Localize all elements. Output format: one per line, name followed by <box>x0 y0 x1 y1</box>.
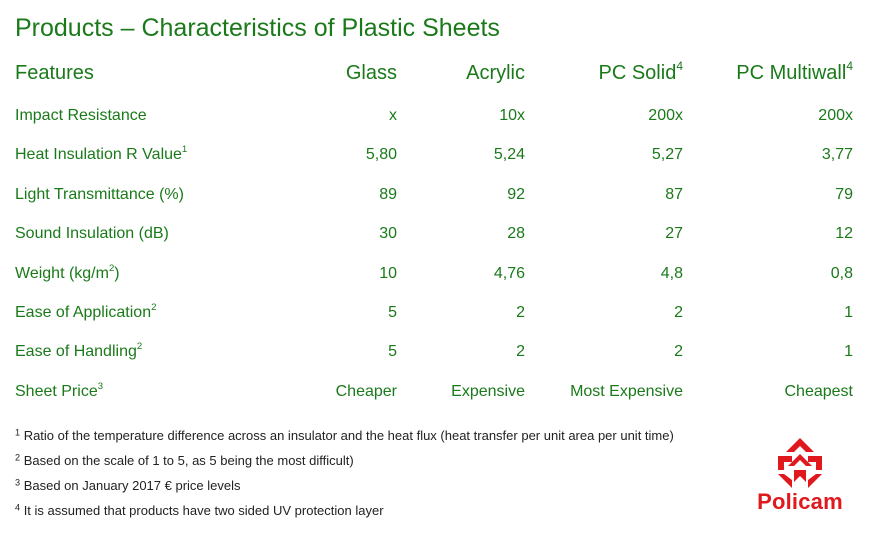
cell-application-glass: 5 <box>388 304 397 321</box>
footnote-4: 4 It is assumed that products have two s… <box>15 503 384 518</box>
header-pc-solid-label: PC Solid <box>598 62 677 84</box>
cell-price-acrylic: Expensive <box>451 383 525 400</box>
header-features-label: Features <box>15 62 94 84</box>
row-label-text: Heat Insulation R Value <box>15 146 182 163</box>
footnote-3: 3 Based on January 2017 € price levels <box>15 478 241 493</box>
footnote-1: 1 Ratio of the temperature difference ac… <box>15 428 674 443</box>
cell-heat-glass: 5,80 <box>365 146 397 163</box>
footnote-4-number: 4 <box>15 502 21 513</box>
cell-heat-pc-multiwall: 3,77 <box>821 146 853 163</box>
header-glass-label: Glass <box>345 62 397 84</box>
policam-logo-mark-icon <box>778 438 822 488</box>
cell-weight-pc-solid: 4,8 <box>660 265 683 282</box>
cell-handling-pc-solid: 2 <box>674 343 683 360</box>
header-acrylic: Acrylic <box>466 62 525 85</box>
header-features: Features <box>15 62 94 85</box>
header-pc-multiwall-sup: 4 <box>846 59 853 73</box>
cell-price-glass: Cheaper <box>335 383 397 400</box>
cell-application-acrylic: 2 <box>516 304 525 321</box>
cell-price-pc-multiwall: Cheapest <box>784 383 854 400</box>
cell-impact-pc-multiwall: 200x <box>818 107 853 124</box>
row-label-text: Weight (kg/m <box>15 265 109 282</box>
cell-heat-acrylic: 5,24 <box>493 146 525 163</box>
header-acrylic-label: Acrylic <box>466 62 525 84</box>
row-label-sup: 2 <box>136 340 143 352</box>
cell-sound-pc-multiwall: 12 <box>835 225 853 242</box>
cell-light-pc-multiwall: 79 <box>835 186 853 203</box>
cell-light-acrylic: 92 <box>507 186 525 203</box>
cell-weight-glass: 10 <box>379 265 397 282</box>
cell-light-glass: 89 <box>379 186 397 203</box>
row-label-text: Impact Resistance <box>15 107 147 124</box>
cell-impact-pc-solid: 200x <box>648 107 683 124</box>
row-label-sup: 3 <box>97 380 104 392</box>
row-label-text: Ease of Handling <box>15 343 137 360</box>
header-pc-solid: PC Solid4 <box>598 59 684 85</box>
policam-logo-text: Policam <box>757 489 843 514</box>
cell-handling-pc-multiwall: 1 <box>844 343 853 360</box>
footnote-2: 2 Based on the scale of 1 to 5, as 5 bei… <box>15 453 354 468</box>
row-label-ease-of-handling: Ease of Handling2 <box>15 340 143 361</box>
cell-impact-acrylic: 10x <box>499 107 525 124</box>
cell-heat-pc-solid: 5,27 <box>651 146 683 163</box>
row-label-text: Ease of Application <box>15 304 152 321</box>
cell-sound-pc-solid: 27 <box>665 225 683 242</box>
row-label-text: Light Transmittance (%) <box>15 186 184 203</box>
row-label-text: Sound Insulation (dB) <box>15 225 169 242</box>
policam-logo: Policam <box>744 436 856 518</box>
cell-handling-acrylic: 2 <box>516 343 525 360</box>
cell-application-pc-solid: 2 <box>674 304 683 321</box>
cell-weight-acrylic: 4,76 <box>493 265 525 282</box>
page-title: Products – Characteristics of Plastic Sh… <box>15 14 500 42</box>
cell-sound-glass: 30 <box>379 225 397 242</box>
footnote-3-number: 3 <box>15 477 21 488</box>
cell-price-pc-solid: Most Expensive <box>570 383 683 400</box>
row-label-sup: 2 <box>108 262 115 274</box>
row-label-sup: 2 <box>151 301 157 313</box>
row-label-impact-resistance: Impact Resistance <box>15 107 147 125</box>
row-label-ease-of-application: Ease of Application2 <box>15 301 157 322</box>
row-label-weight: Weight (kg/m2) <box>15 262 120 283</box>
header-pc-solid-sup: 4 <box>676 59 683 73</box>
row-label-sound-insulation: Sound Insulation (dB) <box>15 225 169 243</box>
footnote-2-number: 2 <box>15 452 21 463</box>
cell-impact-glass: x <box>389 107 397 124</box>
header-pc-multiwall-label: PC Multiwall <box>736 62 847 84</box>
footnote-4-text: It is assumed that products have two sid… <box>23 503 384 518</box>
row-label-sup: 1 <box>181 143 188 155</box>
header-glass: Glass <box>346 62 397 85</box>
header-pc-multiwall: PC Multiwall4 <box>736 59 853 85</box>
footnote-3-text: Based on January 2017 € price levels <box>23 478 241 493</box>
cell-weight-pc-multiwall: 0,8 <box>830 265 853 282</box>
row-label-text-end: ) <box>114 265 120 282</box>
row-label-sheet-price: Sheet Price3 <box>15 380 104 401</box>
cell-light-pc-solid: 87 <box>665 186 683 203</box>
cell-handling-glass: 5 <box>388 343 397 360</box>
row-label-text: Sheet Price <box>15 383 98 400</box>
row-label-heat-insulation: Heat Insulation R Value1 <box>15 143 188 164</box>
cell-application-pc-multiwall: 1 <box>844 304 853 321</box>
footnote-2-text: Based on the scale of 1 to 5, as 5 being… <box>23 453 354 468</box>
footnote-1-text: Ratio of the temperature difference acro… <box>23 428 674 443</box>
footnote-1-number: 1 <box>15 427 21 438</box>
cell-sound-acrylic: 28 <box>507 225 525 242</box>
row-label-light-transmittance: Light Transmittance (%) <box>15 186 184 204</box>
